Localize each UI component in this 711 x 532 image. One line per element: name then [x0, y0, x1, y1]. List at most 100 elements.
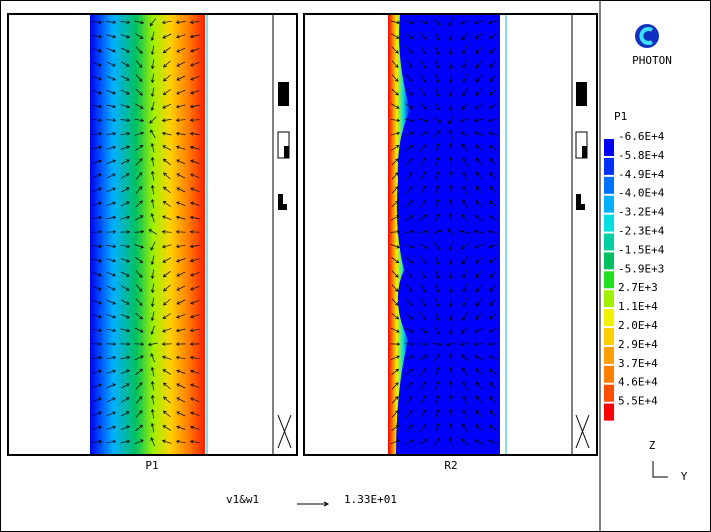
vector — [92, 48, 102, 53]
vector — [120, 285, 130, 291]
vector — [120, 187, 130, 193]
vector — [120, 299, 130, 305]
panel-right: R2 — [303, 13, 598, 472]
vector — [404, 118, 415, 123]
vector — [120, 20, 131, 25]
vector — [106, 342, 117, 346]
legend-title: P1 — [614, 110, 627, 123]
vector — [135, 145, 144, 151]
vector — [163, 396, 171, 404]
vector — [92, 314, 102, 319]
vector — [405, 103, 414, 109]
vector — [475, 185, 482, 194]
vector — [475, 312, 483, 320]
legend-label: -6.6E+4 — [618, 130, 665, 143]
vector — [120, 244, 131, 249]
legend-label: -4.0E+4 — [618, 187, 665, 200]
vector — [390, 215, 400, 221]
vector — [432, 117, 442, 123]
vector — [489, 382, 497, 390]
vector — [135, 60, 143, 68]
vector — [462, 87, 468, 97]
legend-label: -3.2E+4 — [618, 206, 665, 219]
vector — [176, 34, 186, 39]
vector — [391, 312, 400, 320]
vector — [106, 425, 116, 430]
vector — [435, 45, 440, 55]
vector — [106, 159, 116, 164]
vector — [176, 258, 186, 263]
legend-swatch — [604, 271, 614, 289]
vector — [391, 186, 399, 194]
vector — [448, 156, 453, 167]
vector — [391, 46, 399, 54]
vector — [175, 20, 186, 25]
vector — [391, 145, 400, 151]
vector — [391, 424, 400, 432]
vector — [435, 381, 440, 391]
vector — [135, 270, 143, 278]
vector — [120, 89, 130, 95]
vector — [150, 422, 155, 433]
vector — [162, 439, 172, 444]
vector — [405, 270, 413, 278]
vector — [176, 104, 186, 109]
vector — [474, 20, 484, 25]
vector — [433, 130, 441, 138]
vector — [134, 355, 144, 361]
vector — [162, 328, 172, 333]
vector — [176, 397, 186, 403]
vector — [475, 200, 483, 208]
vector — [390, 342, 401, 346]
legend-swatch — [604, 346, 614, 364]
vector — [420, 395, 426, 405]
vector — [435, 283, 440, 293]
vector — [462, 256, 468, 265]
vector — [162, 425, 171, 431]
vector — [106, 411, 116, 417]
vector — [420, 157, 426, 166]
vector — [475, 256, 483, 264]
vector — [120, 411, 130, 417]
vector — [150, 380, 155, 391]
vector — [390, 131, 400, 136]
vector — [435, 199, 440, 209]
vector — [176, 383, 186, 389]
vector — [462, 423, 468, 432]
vector — [150, 87, 155, 98]
vector — [405, 410, 413, 418]
vector — [462, 157, 468, 167]
vector — [134, 342, 145, 346]
vector — [190, 90, 200, 95]
vector — [190, 201, 200, 206]
vector — [448, 142, 453, 153]
vector — [474, 131, 484, 136]
vector — [92, 383, 102, 388]
vector — [432, 342, 443, 347]
legend-label: -5.9E+3 — [618, 262, 664, 275]
panel-frame — [303, 13, 598, 456]
vector — [176, 271, 186, 277]
vector — [487, 20, 498, 25]
vector — [176, 173, 186, 179]
vector — [419, 214, 428, 222]
legend-label: 2.7E+3 — [618, 281, 658, 294]
vector — [106, 48, 116, 53]
vector — [150, 170, 155, 181]
vector — [150, 297, 155, 308]
vector — [404, 215, 414, 221]
vector — [161, 131, 172, 136]
vector — [106, 131, 117, 136]
vector — [162, 369, 171, 375]
vector — [190, 397, 200, 403]
vector — [434, 423, 440, 433]
vector — [106, 383, 116, 389]
vector — [434, 143, 440, 153]
vector — [134, 244, 144, 249]
vector — [190, 383, 200, 388]
marker — [575, 414, 590, 449]
vector — [189, 244, 200, 249]
vector — [92, 230, 103, 234]
legend-swatch — [604, 365, 614, 383]
vector — [106, 244, 117, 249]
